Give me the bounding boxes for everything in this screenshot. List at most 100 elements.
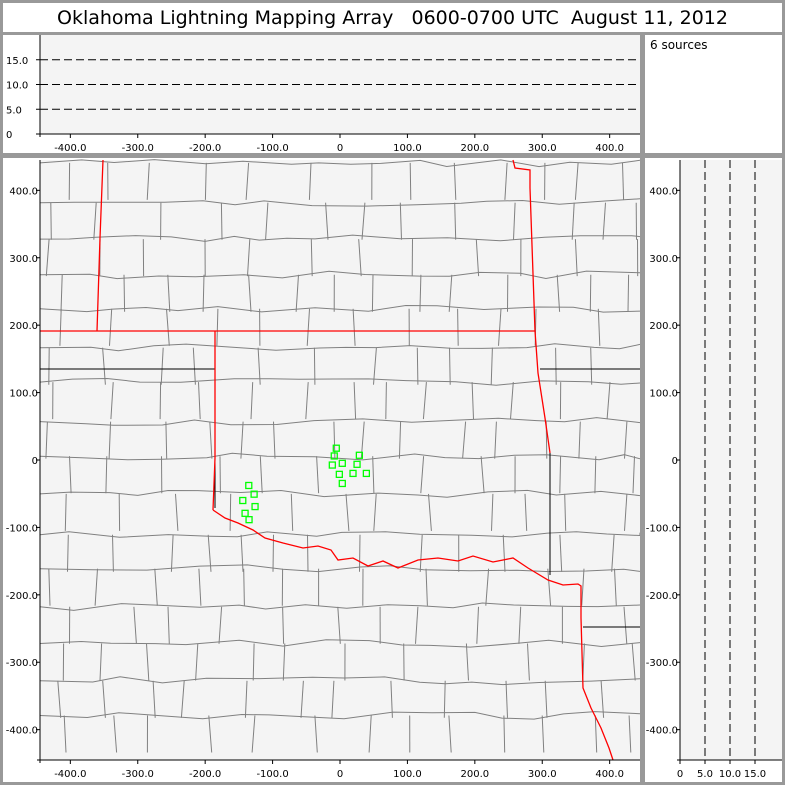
county-line [316, 456, 320, 494]
y-tick-label: 10.0 [6, 81, 28, 92]
y-tick-label: -300.0 [6, 658, 38, 669]
county-line [247, 239, 251, 277]
y-tick-label: 200.0 [649, 321, 678, 332]
plot-background [680, 160, 782, 760]
county-line [624, 493, 628, 531]
county-line [39, 159, 641, 168]
county-line [448, 715, 452, 753]
county-line [513, 202, 516, 240]
county-line [628, 715, 632, 753]
county-line [69, 456, 72, 494]
plan-view-map: -400.0 -300.0 -200.0 -100.0 0 100.0 200.0 300.0… [6, 159, 641, 780]
y-tick-label: 0 [6, 130, 12, 141]
lightning-source-marker [328, 461, 336, 469]
county-line [581, 568, 585, 606]
county-line [39, 234, 641, 242]
county-line [420, 456, 425, 494]
county-line [59, 308, 62, 346]
county-line [195, 643, 199, 681]
county-line [390, 680, 393, 718]
lightning-source-marker [332, 444, 340, 452]
x-tick-label: 10.0 [719, 769, 741, 780]
county-line [448, 274, 453, 312]
county-line [180, 680, 185, 718]
county-line [39, 304, 641, 313]
county-line [45, 239, 50, 277]
x-tick-label: 100.0 [393, 769, 422, 780]
county-line [574, 162, 579, 200]
county-line [290, 493, 294, 531]
x-tick-label: -400.0 [54, 143, 86, 153]
county-line [494, 421, 497, 459]
county-line [555, 347, 557, 385]
county-line [39, 452, 641, 461]
county-line [371, 274, 374, 312]
county-line [105, 456, 108, 494]
county-line [244, 680, 248, 718]
county-line [589, 274, 592, 312]
lightning-source-marker [353, 460, 361, 468]
x-tick-label: 400.0 [595, 143, 624, 153]
county-line [166, 308, 170, 346]
y-tick-label: 400.0 [9, 186, 38, 197]
county-line [594, 456, 597, 494]
county-line [229, 493, 232, 531]
county-line [39, 417, 641, 426]
county-line [123, 274, 126, 312]
county-line [623, 606, 628, 644]
county-line [39, 711, 641, 720]
x-tick-label: 200.0 [461, 769, 490, 780]
y-tick-label: -200.0 [646, 591, 678, 602]
county-line [505, 680, 508, 718]
county-line [541, 715, 545, 753]
county-line [99, 643, 103, 681]
county-line [571, 202, 575, 240]
county-line [39, 531, 641, 538]
county-line [556, 274, 561, 312]
county-line [425, 568, 428, 606]
county-line [409, 162, 412, 200]
x-tick-label: 5.0 [697, 769, 713, 780]
county-line [57, 680, 62, 718]
county-line [39, 564, 641, 573]
county-line [449, 347, 451, 385]
county-line [48, 568, 51, 606]
side-altitude-panel: -400.0 -300.0 -200.0 -100.0 0 100.0 200.0 300.0… [645, 158, 782, 782]
lightning-source-marker [251, 502, 259, 511]
county-line [245, 162, 250, 200]
county-line [457, 308, 459, 346]
county-line [208, 715, 213, 753]
lightning-source-marker [338, 479, 346, 488]
county-line [159, 382, 162, 420]
x-tick-label: 200.0 [461, 143, 490, 153]
side-altitude-plot: -400.0 -300.0 -200.0 -100.0 0 100.0 200.0 300.0… [646, 160, 782, 780]
county-line [310, 239, 313, 277]
county-line [465, 643, 469, 681]
county-line [498, 308, 502, 346]
county-line [476, 606, 479, 644]
county-line [306, 308, 310, 346]
county-line [110, 382, 114, 420]
y-tick-label: 15.0 [6, 56, 28, 67]
county-line [220, 202, 223, 240]
x-tick-label: 15.0 [744, 769, 766, 780]
lightning-source-marker [362, 469, 371, 478]
county-line [398, 421, 402, 459]
lightning-source-marker [349, 469, 357, 478]
lightning-source-marker [338, 459, 346, 467]
county-line [415, 606, 419, 644]
county-line [416, 347, 419, 385]
y-tick-label: 300.0 [649, 254, 678, 265]
x-tick-label: -200.0 [189, 769, 221, 780]
county-line [216, 308, 219, 346]
county-line [39, 198, 641, 207]
county-line [240, 421, 244, 459]
county-line [325, 202, 329, 240]
county-line [337, 606, 341, 644]
county-line [345, 493, 350, 531]
county-line [606, 382, 611, 420]
county-line [67, 534, 69, 572]
lightning-source-marker [335, 470, 343, 479]
y-tick-label: -300.0 [646, 658, 678, 669]
